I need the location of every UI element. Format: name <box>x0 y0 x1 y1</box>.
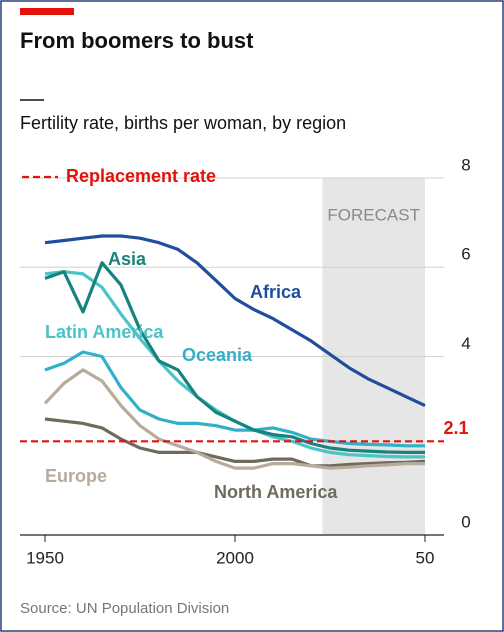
series-line <box>44 261 425 454</box>
y-tick-label: 6 <box>461 245 470 264</box>
x-tick-label: 50 <box>416 548 435 567</box>
chart-subtitle: Fertility rate, births per woman, by reg… <box>20 113 346 133</box>
series-label: Asia <box>108 249 147 269</box>
y-tick-label: 0 <box>461 512 470 531</box>
series-label: Latin America <box>45 322 164 342</box>
reference-value-label: 2.1 <box>443 418 468 438</box>
y-tick-label: 4 <box>461 334 470 353</box>
series-label: North America <box>214 482 338 502</box>
source: Source: UN Population Division <box>20 600 229 617</box>
forecast-label: FORECAST <box>327 205 420 224</box>
series-line <box>43 368 425 470</box>
brand-bar <box>20 8 74 15</box>
series-line <box>44 350 425 448</box>
series-label: Africa <box>250 282 302 302</box>
series-label: Oceania <box>182 345 253 365</box>
series-label: Europe <box>45 466 107 486</box>
series-line <box>44 417 426 468</box>
legend-label: Replacement rate <box>66 166 216 186</box>
y-tick-label: 8 <box>461 155 470 174</box>
x-tick-label: 1950 <box>26 548 64 567</box>
chart-title: From boomers to bust <box>20 28 254 53</box>
x-tick-label: 2000 <box>216 548 254 567</box>
series-line <box>44 234 426 408</box>
